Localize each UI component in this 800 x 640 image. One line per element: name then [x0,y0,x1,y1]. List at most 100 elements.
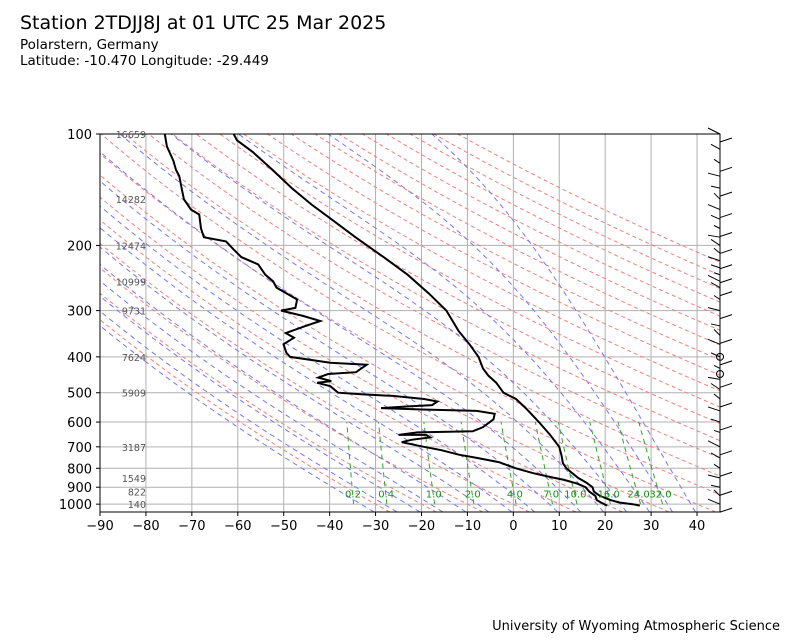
moist-adiabat [327,134,673,512]
plot-area [100,134,720,512]
moist-adiabat [170,134,627,512]
dry-adiabat [100,219,577,512]
height-label: 822 [128,488,146,499]
dry-adiabat [457,134,720,263]
temperature-profile [232,134,640,507]
mixing-ratio-label: 4.0 [507,490,523,501]
mixing-ratio-label: 7.0 [543,490,559,501]
wind-barb [713,393,733,408]
dry-adiabat [386,134,720,303]
mixing-ratio-line [460,421,475,505]
x-tick-label: 10 [551,519,568,534]
dry-adiabat [314,134,720,346]
x-tick-label: −50 [270,519,297,534]
mixing-ratio-line [423,421,436,505]
dry-adiabat [148,134,720,459]
mixing-ratio-label: 10.0 [564,490,586,501]
mixing-ratio-label: 0.4 [378,490,394,501]
y-tick-label: 600 [67,416,92,431]
y-tick-label: 300 [67,305,92,320]
y-tick-label: 1000 [59,498,92,513]
dewpoint-profile [163,134,608,507]
mixing-ratio-line [534,421,554,505]
dry-adiabat [362,134,720,317]
moist-adiabat [100,310,398,512]
wind-barb [710,143,721,158]
height-label: 14282 [116,195,146,206]
calm-wind-marker [716,369,724,378]
moist-adiabat [238,134,650,512]
mixing-ratio-line [638,421,663,505]
x-tick-label: −90 [86,519,113,534]
mixing-ratio-label: 2.0 [465,490,481,501]
x-tick-label: 20 [597,519,614,534]
dry-adiabat [338,134,720,331]
wind-barb [707,338,721,353]
height-label: 5909 [122,389,146,400]
moist-adiabat [100,180,559,512]
x-tick-label: −80 [132,519,159,534]
wind-barb [710,214,721,228]
station-location: Polarstern, Germany [20,37,159,53]
dry-adiabat [219,134,720,408]
height-label: 140 [128,500,146,511]
moist-adiabat [100,227,513,512]
mixing-ratio-label: 0.2 [345,490,361,501]
height-label: 12474 [116,241,146,252]
y-tick-label: 200 [67,239,92,254]
moist-adiabat [100,295,421,512]
moist-adiabat [100,151,582,512]
footer-credit: University of Wyoming Atmospheric Scienc… [492,619,780,634]
station-coordinates: Latitude: -10.470 Longitude: -29.449 [20,53,269,69]
wind-barb [713,192,721,208]
moist-adiabat [100,246,490,512]
height-label: 7624 [122,353,146,364]
x-tick-label: −30 [362,519,389,534]
y-tick-label: 900 [67,481,92,496]
dry-adiabat [100,153,716,512]
chart-title: Station 2TDJJ8J at 01 UTC 25 Mar 2025 [20,12,387,34]
dry-adiabat [243,134,720,392]
height-label: 3187 [122,443,146,454]
mixing-ratio-label: 32.0 [649,490,671,501]
moist-adiabat [100,325,375,512]
calm-wind-marker [716,352,724,361]
x-tick-label: 0 [509,519,517,534]
dry-adiabat [172,134,720,442]
dry-adiabat [100,319,390,512]
dry-adiabat [124,134,720,477]
wind-barb [713,158,733,172]
y-tick-label: 100 [67,128,92,143]
moist-adiabat [431,134,696,512]
x-tick-label: −70 [178,519,205,534]
height-label: 16659 [116,130,146,141]
y-tick-label: 800 [67,462,92,477]
plot-frame [99,133,721,513]
dry-adiabat [100,196,623,512]
mixing-ratio-line [617,421,641,505]
dry-adiabat [267,134,720,376]
wind-barb [710,239,733,254]
x-tick-label: 40 [689,519,706,534]
wind-barb [707,406,721,419]
wind-barb [710,185,733,197]
wind-barb [710,282,733,297]
x-tick-label: −20 [408,519,435,534]
wind-barb [710,352,733,366]
x-tick-label: 30 [643,519,660,534]
wind-barb [710,418,733,431]
wind-barb [707,474,721,487]
height-label: 10999 [116,277,146,288]
mixing-ratio-label: 24.0 [628,490,650,501]
wind-barb [713,225,733,237]
wind-barb [710,323,721,334]
wind-barb [707,172,721,185]
mixing-ratio-label: 16.0 [598,490,620,501]
moist-adiabat [100,205,536,512]
height-label: 1549 [122,474,146,485]
y-tick-label: 500 [67,387,92,402]
mixing-ratio-line [346,421,355,505]
x-tick-label: −40 [316,519,343,534]
mixing-ratio-line [557,421,578,505]
